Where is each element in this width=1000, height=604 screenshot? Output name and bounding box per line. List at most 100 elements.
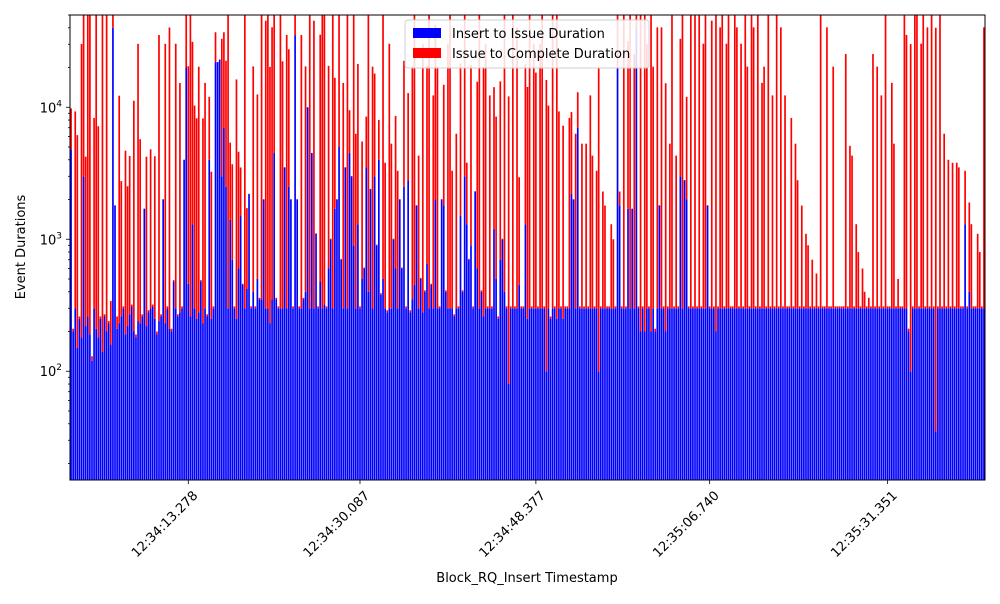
- bar-issue-to-complete: [275, 298, 277, 300]
- bar-insert-to-issue: [531, 308, 533, 480]
- bar-issue-to-complete: [589, 95, 591, 308]
- bar-issue-to-complete: [211, 172, 213, 319]
- bar-insert-to-issue: [558, 308, 560, 480]
- bar-issue-to-complete: [950, 306, 952, 308]
- bar-insert-to-issue: [610, 308, 612, 480]
- bar-insert-to-issue: [368, 292, 370, 480]
- bar-issue-to-complete: [721, 15, 723, 308]
- bar-insert-to-issue: [221, 176, 223, 480]
- bar-insert-to-issue: [550, 319, 552, 480]
- bar-insert-to-issue: [338, 147, 340, 480]
- bar-issue-to-complete: [225, 61, 227, 187]
- bar-insert-to-issue: [466, 224, 468, 480]
- bar-issue-to-complete: [619, 192, 621, 206]
- bar-insert-to-issue: [403, 187, 405, 480]
- bar-insert-to-issue: [336, 200, 338, 480]
- bar-issue-to-complete: [148, 310, 150, 312]
- bar-issue-to-complete: [535, 73, 537, 309]
- bar-insert-to-issue: [435, 200, 437, 480]
- bar-insert-to-issue: [753, 308, 755, 480]
- bar-insert-to-issue: [432, 308, 434, 480]
- bar-issue-to-complete: [728, 15, 730, 308]
- bar-issue-to-complete: [809, 306, 811, 308]
- bar-issue-to-complete: [376, 245, 378, 246]
- bar-issue-to-complete: [912, 306, 914, 308]
- bar-issue-to-complete: [774, 306, 776, 308]
- bar-insert-to-issue: [820, 308, 822, 480]
- bar-insert-to-issue: [451, 308, 453, 480]
- bar-issue-to-complete: [918, 306, 920, 308]
- bar-insert-to-issue: [190, 316, 192, 480]
- bar-issue-to-complete: [801, 206, 803, 309]
- bar-issue-to-complete: [129, 156, 131, 314]
- bar-insert-to-issue: [472, 308, 474, 480]
- bar-issue-to-complete: [407, 93, 409, 180]
- bar-issue-to-complete: [910, 44, 912, 371]
- bar-issue-to-complete: [571, 112, 573, 194]
- bar-issue-to-complete: [378, 120, 380, 160]
- bar-issue-to-complete: [506, 306, 508, 308]
- bar-issue-to-complete: [79, 316, 81, 318]
- bar-issue-to-complete: [891, 83, 893, 308]
- bar-insert-to-issue: [359, 308, 361, 480]
- bar-insert-to-issue: [131, 306, 133, 480]
- bar-issue-to-complete: [740, 44, 742, 309]
- bar-insert-to-issue: [860, 308, 862, 480]
- bar-issue-to-complete: [242, 284, 244, 285]
- bar-insert-to-issue: [74, 308, 76, 480]
- bar-issue-to-complete: [334, 78, 336, 209]
- bar-insert-to-issue: [493, 229, 495, 480]
- bar-insert-to-issue: [589, 308, 591, 480]
- bar-insert-to-issue: [303, 299, 305, 480]
- bar-issue-to-complete: [973, 306, 975, 308]
- bar-issue-to-complete: [816, 274, 818, 309]
- bar-issue-to-complete: [187, 66, 189, 284]
- bar-insert-to-issue: [284, 167, 286, 480]
- bar-insert-to-issue: [248, 194, 250, 480]
- bar-insert-to-issue: [776, 308, 778, 480]
- bar-issue-to-complete: [522, 306, 524, 308]
- y-axis-label: Event Durations: [14, 194, 29, 299]
- bar-issue-to-complete: [499, 81, 501, 259]
- bar-insert-to-issue: [636, 28, 638, 480]
- bar-insert-to-issue: [541, 308, 543, 480]
- bar-issue-to-complete: [952, 163, 954, 309]
- bar-issue-to-complete: [566, 306, 568, 308]
- bar-insert-to-issue: [391, 308, 393, 480]
- bar-issue-to-complete: [319, 35, 321, 282]
- bar-insert-to-issue: [365, 167, 367, 480]
- bar-insert-to-issue: [204, 308, 206, 480]
- bar-insert-to-issue: [474, 192, 476, 480]
- bar-insert-to-issue: [709, 308, 711, 480]
- bar-insert-to-issue: [374, 176, 376, 480]
- bar-issue-to-complete: [468, 259, 470, 260]
- bar-issue-to-complete: [185, 15, 187, 68]
- bar-insert-to-issue: [975, 308, 977, 480]
- bar-issue-to-complete: [231, 164, 233, 259]
- bar-insert-to-issue: [179, 312, 181, 480]
- bar-insert-to-issue: [81, 338, 83, 480]
- bar-issue-to-complete: [445, 290, 447, 291]
- bar-issue-to-complete: [793, 306, 795, 308]
- bar-insert-to-issue: [428, 308, 430, 480]
- bar-issue-to-complete: [491, 306, 493, 308]
- bar-insert-to-issue: [646, 308, 648, 480]
- bar-insert-to-issue: [187, 284, 189, 480]
- bar-insert-to-issue: [981, 308, 983, 480]
- bar-issue-to-complete: [943, 134, 945, 309]
- bar-issue-to-complete: [252, 66, 254, 291]
- legend-label-insert-to-issue: Insert to Issue Duration: [452, 27, 605, 42]
- bar-issue-to-complete: [717, 306, 719, 308]
- bar-insert-to-issue: [265, 308, 267, 480]
- bar-issue-to-complete: [357, 64, 359, 224]
- bar-issue-to-complete: [849, 146, 851, 308]
- bar-issue-to-complete: [269, 67, 271, 324]
- bar-issue-to-complete: [359, 306, 361, 308]
- bar-issue-to-complete: [487, 306, 489, 308]
- x-axis-label: Block_RQ_Insert Timestamp: [436, 571, 617, 586]
- bar-issue-to-complete: [604, 206, 606, 309]
- bar-insert-to-issue: [102, 352, 104, 480]
- bar-issue-to-complete: [914, 15, 916, 308]
- bar-insert-to-issue: [841, 308, 843, 480]
- bar-insert-to-issue: [910, 371, 912, 480]
